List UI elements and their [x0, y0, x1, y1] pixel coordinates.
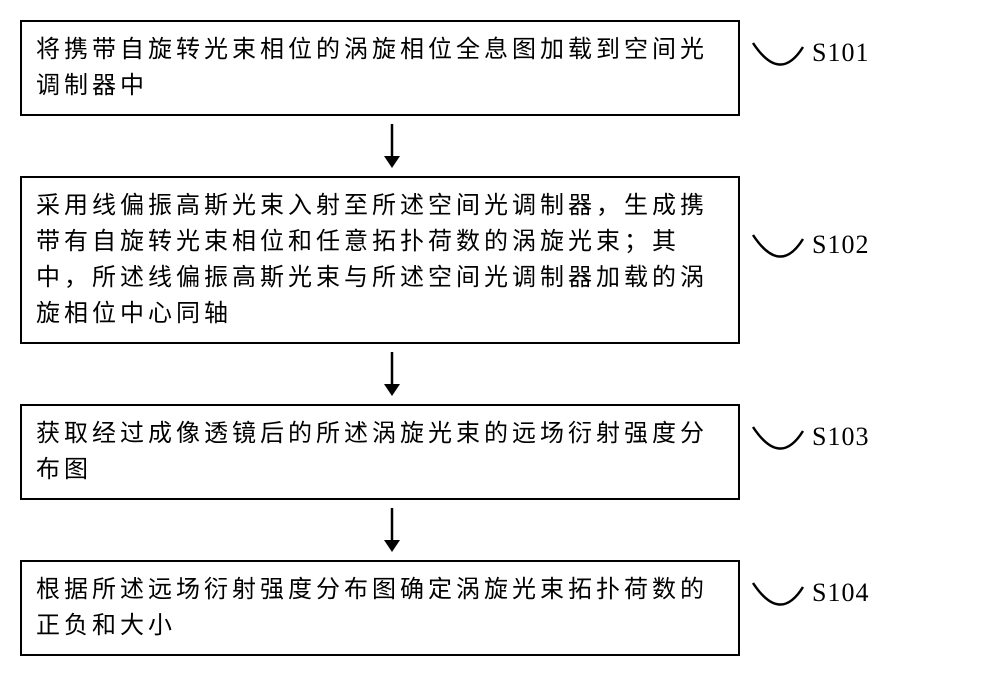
flow-row: 获取经过成像透镜后的所述涡旋光束的远场衍射强度分布图 S103 [20, 404, 980, 500]
step-text: 采用线偏振高斯光束入射至所述空间光调制器，生成携带有自旋转光束相位和任意拓扑荷数… [36, 193, 708, 327]
step-text: 根据所述远场衍射强度分布图确定涡旋光束拓扑荷数的正负和大小 [36, 577, 708, 639]
connector-arc-icon [750, 40, 806, 96]
step-box: 获取经过成像透镜后的所述涡旋光束的远场衍射强度分布图 [20, 404, 740, 500]
step-text: 将携带自旋转光束相位的涡旋相位全息图加载到空间光调制器中 [36, 37, 708, 99]
flow-row: 将携带自旋转光束相位的涡旋相位全息图加载到空间光调制器中 S101 [20, 20, 980, 116]
flowchart-container: 将携带自旋转光束相位的涡旋相位全息图加载到空间光调制器中 S101 采用线偏振高… [20, 20, 980, 656]
step-label-area: S103 [750, 424, 970, 480]
connector-arc-icon [750, 232, 806, 288]
step-text: 获取经过成像透镜后的所述涡旋光束的远场衍射强度分布图 [36, 421, 708, 483]
step-box: 采用线偏振高斯光束入射至所述空间光调制器，生成携带有自旋转光束相位和任意拓扑荷数… [20, 176, 740, 344]
arrow-down-icon [380, 506, 404, 554]
arrow-down-icon [380, 122, 404, 170]
step-label: S103 [812, 422, 869, 452]
step-box: 将携带自旋转光束相位的涡旋相位全息图加载到空间光调制器中 [20, 20, 740, 116]
step-label: S104 [812, 578, 869, 608]
step-label: S101 [812, 38, 869, 68]
step-label-area: S101 [750, 40, 970, 96]
arrow-down-icon [380, 350, 404, 398]
step-label-area: S104 [750, 580, 970, 636]
step-label-area: S102 [750, 232, 970, 288]
connector-arc-icon [750, 580, 806, 636]
flow-row: 采用线偏振高斯光束入射至所述空间光调制器，生成携带有自旋转光束相位和任意拓扑荷数… [20, 176, 980, 344]
flow-row: 根据所述远场衍射强度分布图确定涡旋光束拓扑荷数的正负和大小 S104 [20, 560, 980, 656]
step-box: 根据所述远场衍射强度分布图确定涡旋光束拓扑荷数的正负和大小 [20, 560, 740, 656]
step-label: S102 [812, 230, 869, 260]
connector-arc-icon [750, 424, 806, 480]
